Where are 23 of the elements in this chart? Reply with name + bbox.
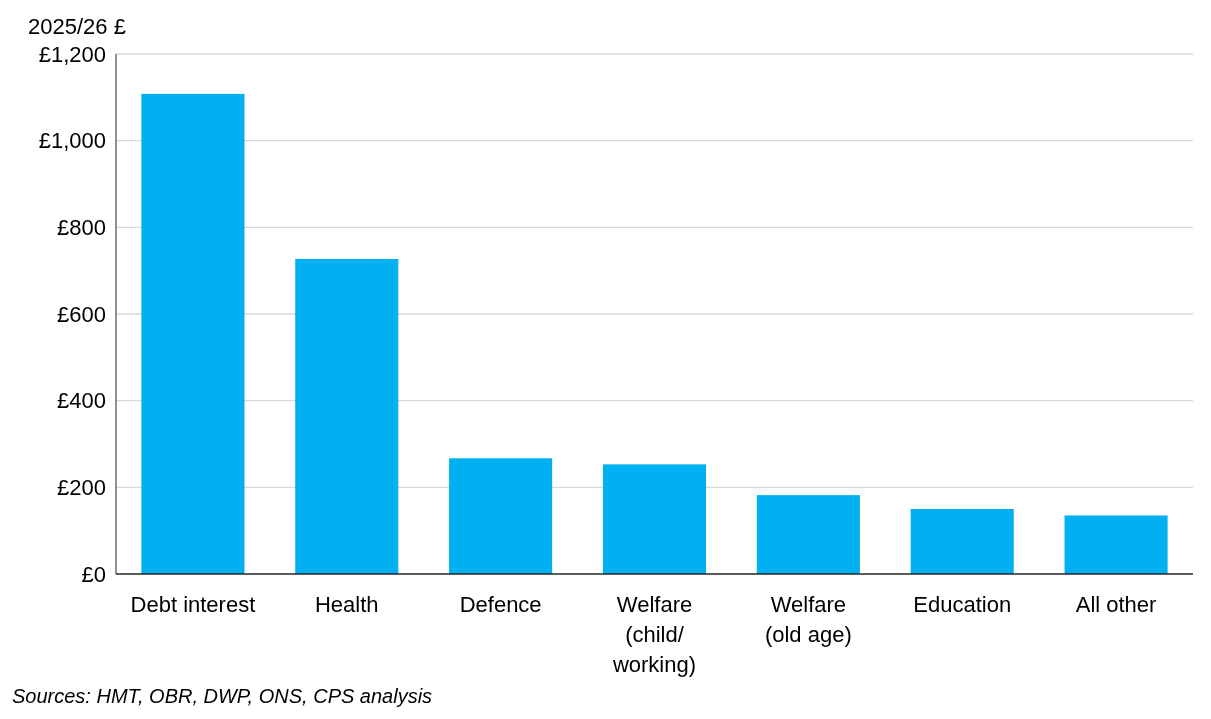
y-tick-label: £600 (57, 301, 106, 327)
x-tick-label: Education (913, 592, 1012, 617)
x-tick-label: Health (314, 592, 379, 617)
y-tick-label: £1,200 (38, 41, 106, 67)
bar (602, 464, 707, 574)
y-tick-label: £1,000 (38, 128, 106, 154)
x-tick-label: Debt interest (130, 592, 256, 617)
bar (141, 93, 245, 574)
y-tick-label: £200 (57, 475, 106, 501)
x-tick-label: All other (1075, 592, 1157, 617)
y-axis-title: 2025/26 £ (28, 14, 126, 39)
x-tick-label: Defence (459, 592, 542, 617)
bar (449, 458, 553, 574)
y-tick-label: £0 (81, 561, 106, 587)
bar (910, 509, 1014, 574)
bar (756, 495, 860, 574)
bar (1064, 515, 1168, 574)
source-note: Sources: HMT, OBR, DWP, ONS, CPS analysis (12, 685, 433, 707)
bar (295, 258, 399, 574)
y-tick-label: £400 (57, 388, 106, 414)
x-tick-label: Welfare (child/working) (611, 592, 697, 677)
x-tick-label: Welfare (old age) (764, 592, 852, 647)
y-tick-label: £800 (57, 215, 106, 241)
